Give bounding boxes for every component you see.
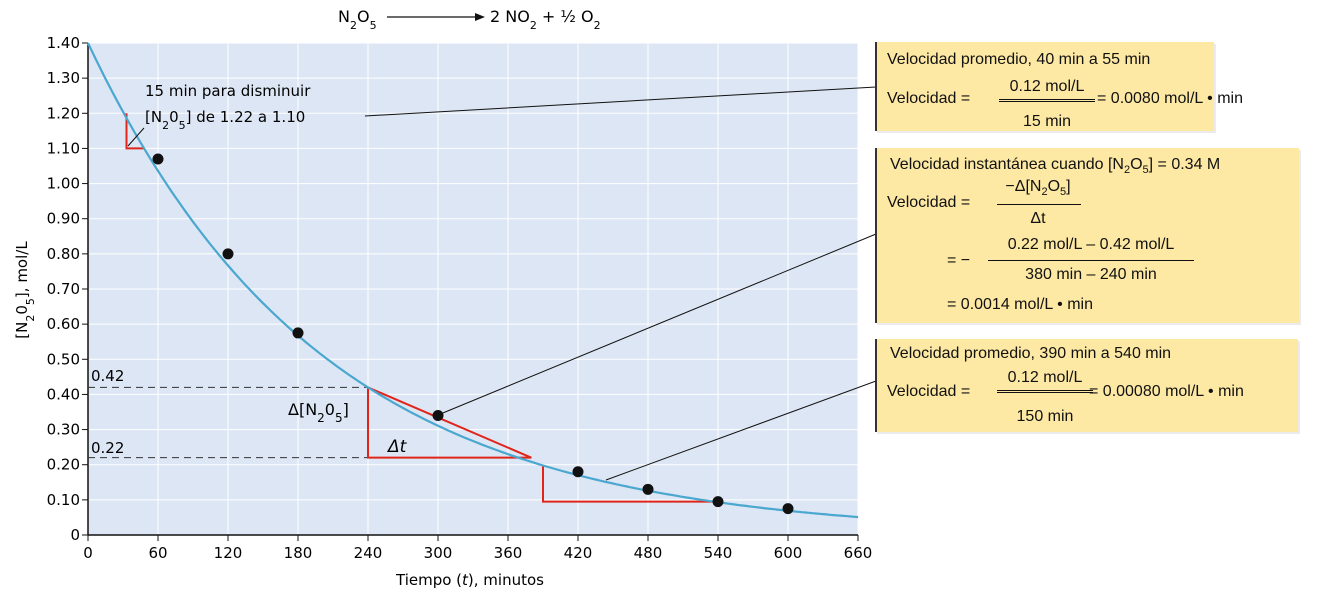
y-tick-label: 0.90 <box>47 210 80 228</box>
box2-result: = 0.0014 mol/L • min <box>947 296 1093 313</box>
y-tick-label: 0 <box>70 526 80 544</box>
y-tick-label: 1.00 <box>47 175 80 193</box>
y-tick-label: 0.60 <box>47 315 80 333</box>
box1-result: = 0.0080 mol/L • min <box>1097 90 1243 107</box>
box1-velocidad-label: Velocidad = <box>887 90 971 107</box>
grid-lines <box>88 42 859 535</box>
box3-result: = 0.00080 mol/L • min <box>1089 383 1244 400</box>
y-tick-label: 0.30 <box>47 421 80 439</box>
y-tick-label: 1.10 <box>47 139 80 157</box>
arrow-head-icon <box>475 13 485 21</box>
y-tick-label: 0.80 <box>47 245 80 263</box>
y-axis-label: [N205], mol/L <box>13 241 37 339</box>
y-tick-labels: 0 0.10 0.20 0.30 0.40 0.50 0.60 0.70 0.80 0.90 1.0… <box>47 34 80 544</box>
y-tick-label: 0.20 <box>47 456 80 474</box>
leader-line-box3 <box>605 380 877 481</box>
x-tick-label: 240 <box>354 544 383 562</box>
y-tick-label: 1.30 <box>47 69 80 87</box>
dashed-042-label: 0.42 <box>91 367 124 385</box>
x-tick-label: 0 <box>83 544 93 562</box>
box2-denominator2: 380 min – 240 min <box>1025 266 1157 283</box>
x-axis-label: Tiempo (t), minutos <box>395 571 544 589</box>
box2-velocidad-label: Velocidad = <box>887 194 971 211</box>
rate-triangles <box>125 113 718 503</box>
y-tick-label: 0.50 <box>47 350 80 368</box>
small-triangle-note-line2: [N205] de 1.22 a 1.10 <box>145 108 305 132</box>
data-point <box>712 496 724 508</box>
leader-line-box2 <box>437 233 877 416</box>
box2-numerator: −Δ[N2O5] <box>1005 178 1071 199</box>
small-triangle-note-line1: 15 min para disminuir <box>145 82 311 100</box>
box3-numerator: 0.12 mol/L <box>1007 369 1083 386</box>
leader-lines <box>127 86 877 481</box>
svg-text:N2O5: N2O5 <box>338 7 377 32</box>
y-tick-label: 1.40 <box>47 34 80 52</box>
info-box-average-rate-40-55: Velocidad promedio, 40 min a 55 min Velo… <box>875 42 1243 131</box>
data-point <box>432 410 444 422</box>
box1-denominator: 15 min <box>1022 113 1072 130</box>
x-tick-label: 600 <box>774 544 803 562</box>
data-points <box>152 153 794 515</box>
x-tick-labels: 0 60 120 180 240 300 360 420 480 540 600 660 <box>83 544 872 562</box>
data-point <box>782 503 794 515</box>
leader-line-small-triangle <box>127 127 145 147</box>
info-box-instantaneous-rate: Velocidad instantánea cuando [N2O5] = 0.… <box>875 148 1299 323</box>
x-tick-label: 360 <box>494 544 523 562</box>
box2-title: Velocidad instantánea cuando [N2O5] = 0.… <box>890 156 1221 177</box>
x-tick-label: 120 <box>214 544 243 562</box>
box3-title: Velocidad promedio, 390 min a 540 min <box>890 345 1172 362</box>
data-point <box>222 248 234 260</box>
box1-numerator: 0.12 mol/L <box>1009 78 1085 95</box>
concentration-curve <box>87 42 859 519</box>
triangle-small <box>125 113 144 150</box>
dashed-022-label: 0.22 <box>91 439 124 457</box>
data-point <box>292 327 304 339</box>
x-tick-label: 480 <box>634 544 663 562</box>
y-tick-label: 0.70 <box>47 280 80 298</box>
data-point <box>642 483 654 495</box>
reaction-equation: N2O5 2 NO2 + ½ O2 <box>338 7 601 32</box>
box3-denominator: 150 min <box>1016 408 1074 425</box>
x-tick-label: 60 <box>148 544 167 562</box>
svg-text:2 NO2 + ½ O2: 2 NO2 + ½ O2 <box>490 7 601 32</box>
triangle-average-390-540 <box>542 465 718 503</box>
info-box-average-rate-390-540: Velocidad promedio, 390 min a 540 min Ve… <box>875 339 1298 432</box>
y-tick-label: 1.20 <box>47 104 80 122</box>
y-tick-label: 0.10 <box>47 491 80 509</box>
x-tick-label: 300 <box>424 544 453 562</box>
triangle-tangent <box>367 386 532 459</box>
box2-numerator2: 0.22 mol/L – 0.42 mol/L <box>1007 236 1175 253</box>
box1-title: Velocidad promedio, 40 min a 55 min <box>887 51 1151 68</box>
box3-velocidad-label: Velocidad = <box>887 383 971 400</box>
x-tick-label: 180 <box>284 544 313 562</box>
data-point <box>152 153 164 165</box>
leader-line-box1 <box>364 86 877 117</box>
delta-t-label: Δt <box>386 437 408 457</box>
x-tick-label: 420 <box>564 544 593 562</box>
y-tick-label: 0.40 <box>47 385 80 403</box>
x-tick-label: 660 <box>844 544 873 562</box>
box2-eq2-prefix: = − <box>947 252 971 269</box>
axes <box>82 42 859 541</box>
dashed-guides <box>88 386 532 459</box>
data-point <box>572 466 584 478</box>
box2-denominator: Δt <box>1030 210 1046 227</box>
x-tick-label: 540 <box>704 544 733 562</box>
